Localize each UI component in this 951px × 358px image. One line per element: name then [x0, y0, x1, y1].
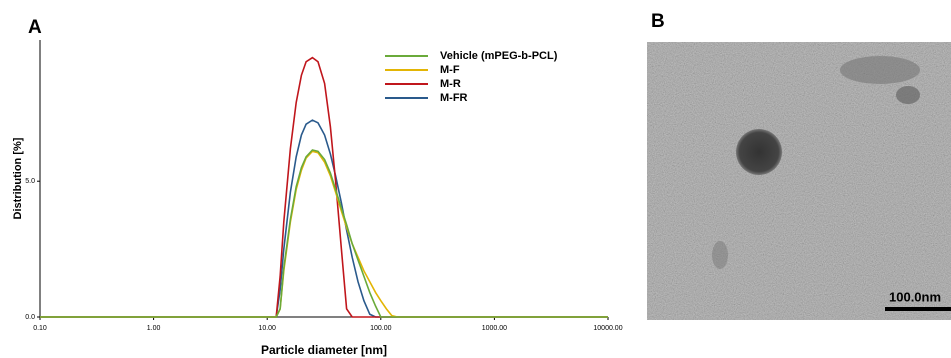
x-tick-label: 1.00: [147, 325, 161, 332]
page: A B 0.0 5.0 0.10 1.00 10.00 100.00 1000.00 1000…: [0, 0, 951, 358]
image-grain: [647, 42, 951, 320]
legend-label: M-FR: [440, 92, 468, 104]
x-tick-label: 1000.00: [482, 325, 507, 332]
y-tick-label: 0.0: [25, 314, 35, 321]
tem-image: 100.0nm: [647, 42, 951, 320]
y-axis-label: Distribution [%]: [12, 137, 24, 219]
y-tick-label: 5.0: [25, 178, 35, 185]
x-tick-label: 10.00: [258, 325, 276, 332]
series-line: [40, 151, 608, 317]
series-line: [40, 58, 608, 317]
legend-label: Vehicle (mPEG-b-PCL): [440, 50, 558, 62]
panel-label: B: [651, 11, 665, 32]
x-axis-label: Particle diameter [nm]: [261, 343, 387, 357]
legend-label: M-F: [440, 64, 460, 76]
image-blob: [896, 86, 920, 104]
series-line: [40, 150, 608, 317]
image-blob: [840, 56, 920, 84]
legend-label: M-R: [440, 78, 461, 90]
panel-label: A: [28, 17, 42, 38]
x-tick-label: 10000.00: [593, 325, 622, 332]
scale-bar-label: 100.0nm: [889, 289, 941, 304]
x-tick-label: 100.00: [370, 325, 392, 332]
particle: [736, 129, 782, 175]
plot: 0.0 5.0 0.10 1.00 10.00 100.00 1000.00 10000.00…: [12, 40, 623, 357]
image-blob: [712, 241, 728, 269]
x-tick-label: 0.10: [33, 325, 47, 332]
figure: A B 0.0 5.0 0.10 1.00 10.00 100.00 1000.00 1000…: [0, 0, 951, 358]
series-line: [40, 120, 608, 317]
